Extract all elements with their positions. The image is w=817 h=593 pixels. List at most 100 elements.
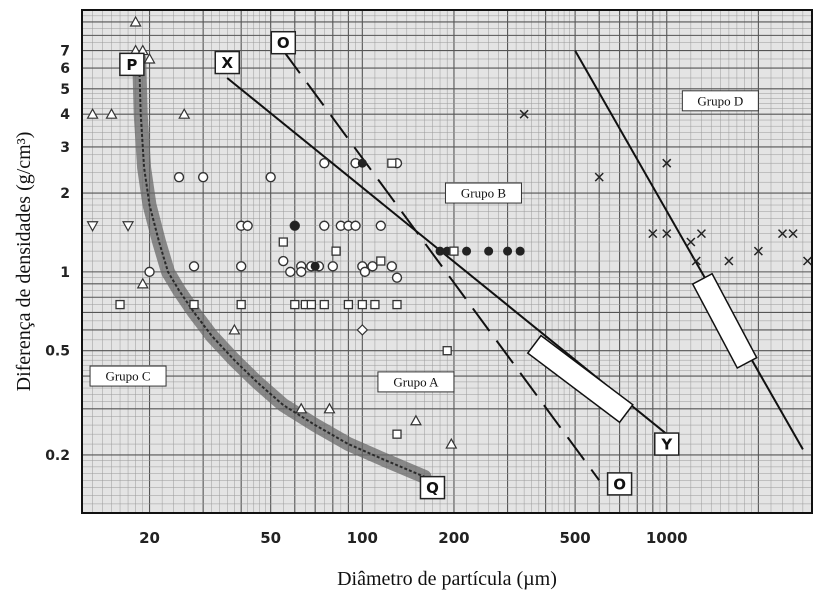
data-point-circle — [350, 220, 361, 231]
data-point-triangle-up — [129, 15, 142, 27]
data-point-square — [290, 299, 300, 310]
boundary-line — [574, 50, 804, 450]
data-point-circle — [386, 261, 398, 272]
data-point-x — [686, 237, 696, 247]
data-point-triangle-up — [409, 414, 422, 426]
tick-labels: 20 50 100 200 500 1000 0.2 0.5 1 2 3 4 5 67 — [45, 44, 687, 547]
point-label: O — [277, 34, 290, 52]
data-point-square — [331, 246, 341, 256]
point-labels: P Q X Y O O — [119, 30, 680, 500]
data-point-filled-circle — [310, 261, 320, 271]
data-point-x — [662, 158, 672, 168]
data-point-square — [449, 246, 459, 256]
data-point-circle — [327, 261, 339, 272]
data-points — [86, 15, 813, 449]
wedge-marker — [691, 272, 758, 369]
data-point-x — [777, 229, 788, 239]
point-label: Q — [426, 479, 439, 497]
data-point-x — [519, 109, 529, 119]
data-point-x — [691, 256, 701, 266]
x-tick-label: 500 — [559, 529, 590, 547]
data-point-filled-circle — [357, 158, 367, 168]
region-label-box — [681, 90, 759, 112]
point-label-box — [214, 50, 240, 75]
data-point-filled-circle — [515, 246, 525, 256]
data-point-square — [343, 299, 354, 310]
data-point-circle — [144, 266, 155, 278]
data-point-filled-circle — [503, 246, 513, 256]
data-point-circle — [359, 266, 371, 278]
y-tick-label: 0.5 — [45, 344, 70, 360]
data-point-square — [319, 299, 329, 310]
data-point-triangle-up — [143, 52, 156, 64]
y-tick-label: 7 — [60, 44, 70, 60]
data-point-circle — [391, 272, 403, 283]
data-point-square — [387, 158, 397, 168]
data-point-square — [392, 429, 402, 439]
data-point-circle — [265, 171, 276, 183]
region-label-box — [377, 371, 455, 393]
region-label: Grupo D — [697, 93, 743, 108]
data-point-circle — [188, 261, 200, 272]
x-tick-label: 20 — [139, 529, 160, 547]
group-regions: Grupo A Grupo B Grupo C Grupo D — [89, 90, 759, 393]
data-point-x — [594, 172, 604, 182]
data-point-filled-circle — [435, 246, 445, 256]
data-point-square — [236, 299, 246, 310]
data-point-x — [802, 256, 813, 266]
region-label: Grupo C — [105, 369, 150, 384]
data-point-triangle-down — [122, 221, 135, 232]
data-point-triangle-up — [295, 402, 308, 414]
data-point-triangle-down — [86, 221, 99, 232]
point-label: O — [613, 475, 626, 493]
data-point-triangle-up — [178, 107, 191, 119]
data-point-filled-circle — [484, 246, 494, 256]
data-point-square — [357, 299, 367, 310]
data-point-square — [376, 256, 386, 266]
data-point-filled-circle — [290, 221, 300, 231]
region-label: Grupo B — [461, 186, 506, 201]
data-point-triangle-up — [136, 277, 149, 289]
data-point-filled-circle — [462, 246, 472, 256]
data-point-square — [278, 237, 288, 247]
point-label-box — [606, 472, 633, 496]
data-point-circle — [375, 220, 387, 231]
data-point-x — [696, 229, 706, 239]
point-label: P — [126, 56, 137, 74]
data-point-x — [648, 229, 658, 239]
y-tick-label: 3 — [60, 140, 70, 156]
region-label-box — [89, 365, 167, 387]
data-point-square — [370, 299, 380, 310]
data-point-square — [189, 299, 199, 310]
data-point-triangle-up — [445, 437, 458, 449]
y-axis-title: Diferença de densidades (g/cm³) — [13, 132, 35, 392]
region-label-box — [444, 182, 522, 204]
data-point-circle — [367, 261, 378, 272]
data-point-x — [788, 229, 798, 239]
data-point-x — [753, 246, 763, 256]
point-label: Y — [660, 436, 673, 454]
y-tick-label: 1 — [60, 265, 70, 281]
boundary-line-dashed — [282, 50, 601, 481]
data-point-circle — [173, 171, 185, 183]
y-tick-label: 0.2 — [45, 448, 70, 464]
y-tick-label: 6 — [60, 61, 70, 77]
data-point-circle — [319, 220, 330, 231]
data-point-triangle-up — [105, 107, 118, 119]
data-point-triangle-up — [323, 402, 336, 414]
data-point-diamond — [356, 324, 369, 336]
point-label-box — [654, 432, 680, 456]
point-label-box — [119, 52, 145, 77]
point-label-box — [419, 475, 446, 500]
region-label: Grupo A — [393, 374, 439, 389]
data-point-circle — [242, 220, 253, 231]
y-tick-label: 2 — [60, 186, 70, 202]
data-point-x — [724, 256, 734, 266]
x-axis-title: Diâmetro de partícula (µm) — [337, 568, 557, 590]
data-point-square — [306, 299, 316, 310]
data-point-square — [442, 346, 452, 356]
y-tick-label: 5 — [60, 82, 70, 98]
data-point-circle — [235, 261, 247, 272]
data-point-circle — [278, 255, 289, 267]
